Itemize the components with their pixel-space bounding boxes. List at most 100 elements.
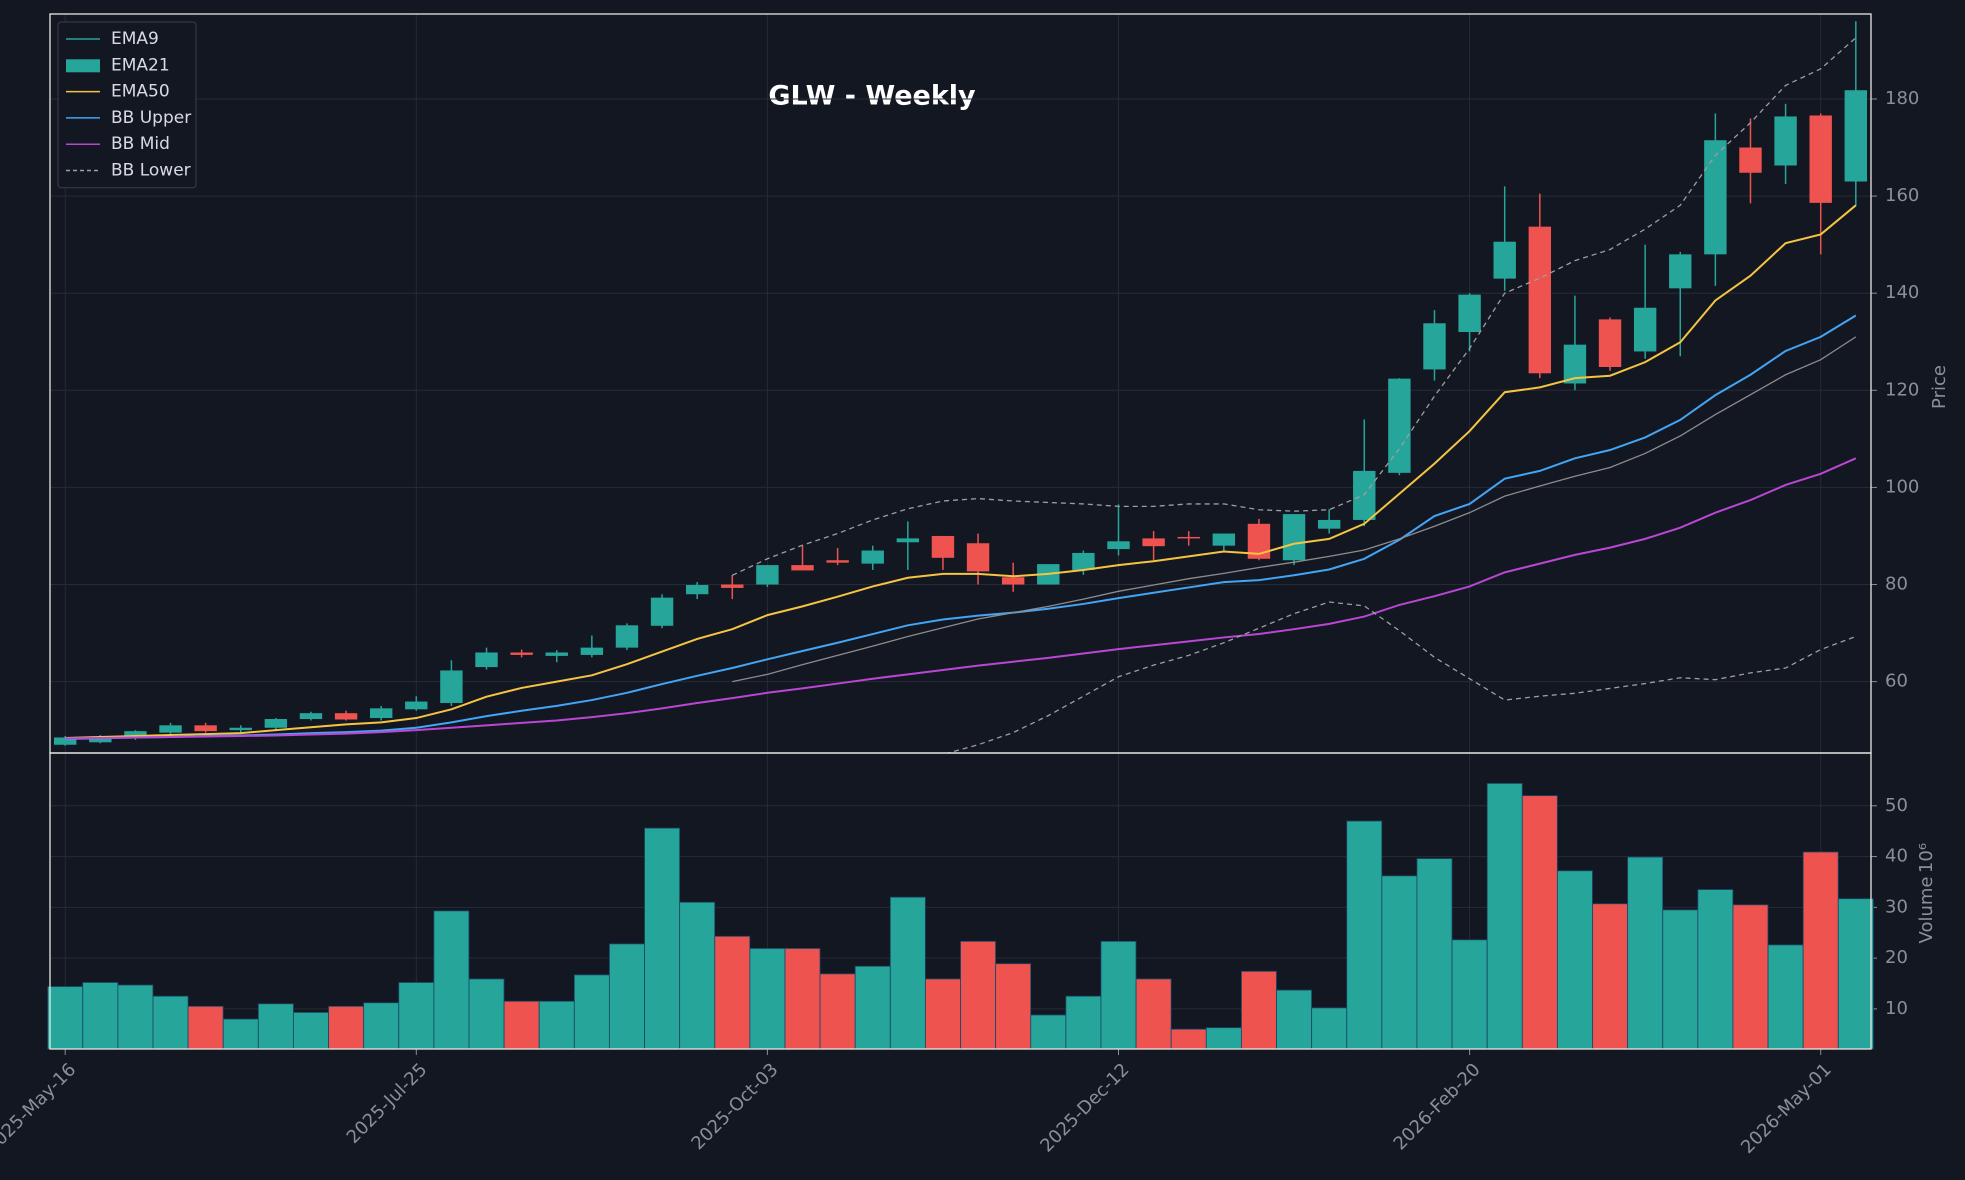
candle-body (966, 543, 990, 572)
legend-label: BB Mid (111, 134, 170, 154)
volume-bar (468, 978, 505, 1050)
candles (54, 21, 1868, 746)
candle-body (299, 713, 323, 720)
candle-body (1177, 536, 1200, 539)
candle-body (721, 584, 744, 588)
candle-body (1774, 116, 1797, 166)
indicator-line (732, 37, 1857, 576)
volume-exponent: 10⁶ (1916, 843, 1937, 873)
y-tick-label: 80 (1885, 574, 1908, 595)
candle-body (475, 652, 498, 668)
volume-bar (889, 896, 926, 1050)
volume-bar (1697, 889, 1734, 1050)
volume-bar (1100, 940, 1137, 1050)
candle-body (405, 701, 428, 710)
candle-body (1317, 519, 1341, 529)
indicator-line (732, 336, 1857, 683)
volume-bar (925, 978, 961, 1050)
candle-body (89, 737, 112, 743)
volume-bar (819, 973, 856, 1050)
volume-bar (1662, 909, 1699, 1050)
volume-bar (573, 974, 610, 1050)
candle-body (545, 652, 568, 656)
candle-body (896, 538, 920, 543)
candle-body (1458, 294, 1481, 333)
indicator-line (65, 204, 1857, 739)
y-tick-label: 60 (1885, 671, 1908, 692)
candle-body (685, 585, 709, 595)
candle-body (1739, 147, 1762, 173)
candle-body (334, 713, 358, 720)
volume-bar (1276, 989, 1312, 1050)
indicator-line (65, 457, 1857, 740)
volume-bar (1381, 875, 1418, 1050)
volume-bar (1030, 1014, 1067, 1050)
candle-body (54, 737, 77, 745)
y-tick-label: 120 (1885, 379, 1919, 400)
panel-border (49, 752, 1872, 1050)
volume-bar (679, 901, 716, 1050)
volume-bar (1065, 995, 1102, 1050)
volume-bar (538, 1000, 575, 1050)
volume-bar (1311, 1007, 1348, 1050)
y-tick-label: 160 (1885, 185, 1919, 206)
volume-bar (117, 984, 154, 1050)
candle-body (1598, 319, 1622, 367)
candle-body (369, 708, 393, 719)
y-tick-label: 50 (1885, 795, 1908, 816)
volume-bar (363, 1002, 400, 1050)
volume-bar (1802, 851, 1839, 1050)
legend-label: BB Lower (111, 161, 191, 181)
candle-body (756, 565, 779, 585)
y-tick-label: 40 (1885, 846, 1908, 867)
legend-label: EMA21 (111, 55, 170, 75)
y-tick-label: 30 (1885, 896, 1908, 917)
volume-bar (609, 943, 645, 1050)
candle-body (264, 719, 288, 728)
legend-label: EMA50 (111, 82, 170, 102)
legend-label: BB Upper (111, 108, 191, 128)
candle-body (826, 560, 849, 563)
volume-bar (960, 940, 996, 1050)
candle-body (931, 535, 955, 558)
volume-bar (1486, 783, 1523, 1050)
candle-body (791, 565, 814, 571)
legend-swatch (66, 59, 100, 73)
candle-body (1809, 115, 1832, 203)
indicator-line (945, 601, 1857, 753)
volume-bar (398, 982, 435, 1050)
candle-body (440, 670, 463, 703)
volume-bar (784, 948, 821, 1050)
candle-body (1072, 552, 1095, 570)
candle-body (1247, 523, 1271, 559)
candle-body (1353, 470, 1376, 520)
candle-body (1493, 241, 1516, 279)
candle-body (1633, 307, 1657, 352)
volume-bar (1451, 939, 1488, 1050)
volume-bar (714, 935, 751, 1050)
candle-body (159, 725, 182, 733)
volume-bar (1416, 858, 1453, 1050)
volume-bar (1592, 903, 1628, 1050)
lines (65, 37, 1857, 753)
candle-body (650, 597, 674, 626)
volume-bar (749, 948, 786, 1050)
volume-bar (257, 1003, 294, 1050)
candle-body (1212, 533, 1236, 546)
volume-bar (1837, 898, 1874, 1050)
candle-body (1388, 378, 1411, 473)
candle-body (1282, 514, 1306, 561)
volume-bar (293, 1012, 329, 1050)
y-tick-label: 20 (1885, 947, 1908, 968)
candle-body (229, 727, 252, 731)
candle-body (1704, 140, 1727, 255)
candle-body (1528, 226, 1552, 374)
candle-body (510, 652, 533, 655)
volume-bar (1627, 856, 1664, 1050)
volume-bar (222, 1018, 259, 1050)
volume-bar (433, 910, 470, 1050)
candle-body (1001, 577, 1025, 585)
candle-body (124, 731, 147, 738)
volume-bar (152, 995, 189, 1050)
